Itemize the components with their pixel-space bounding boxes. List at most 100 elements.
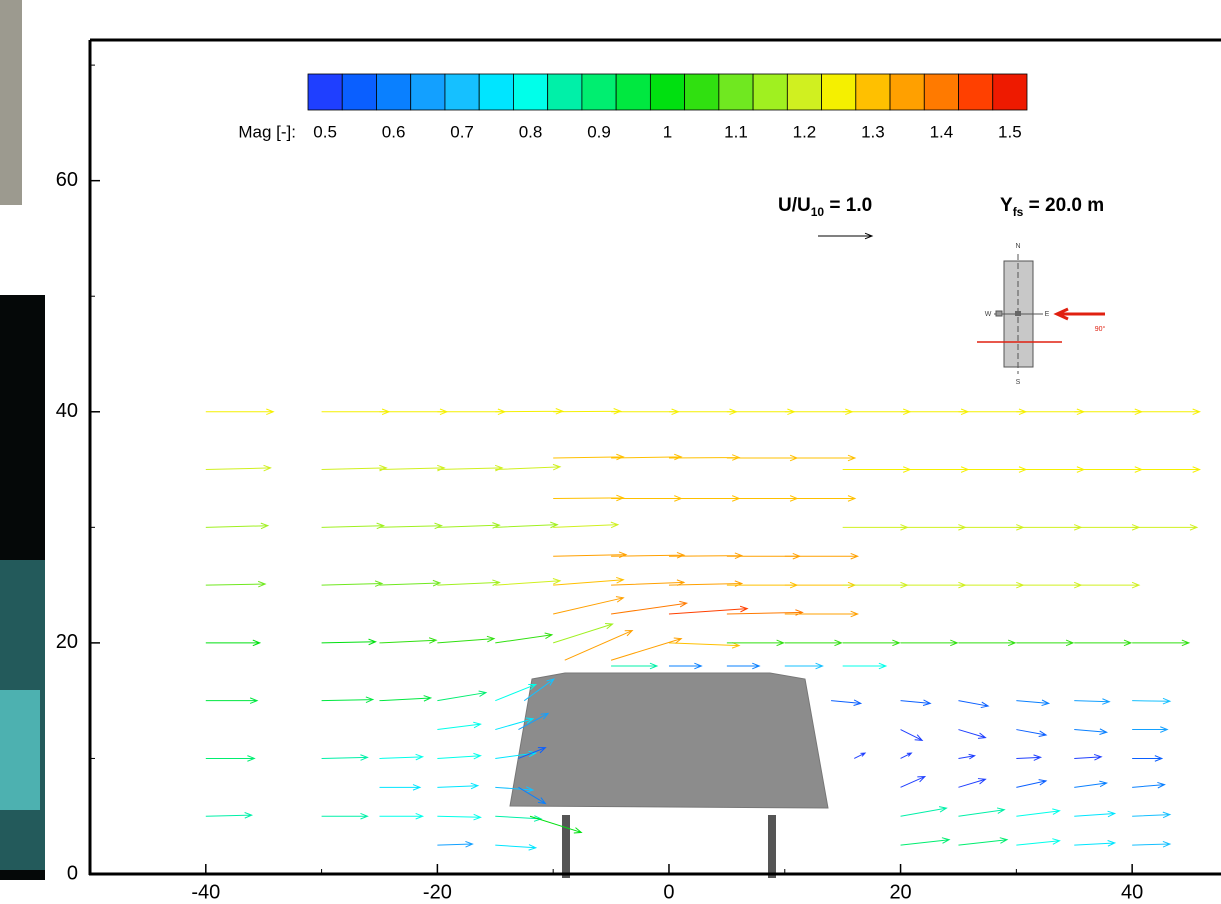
vector-arrow	[518, 786, 547, 805]
vector-arrow	[668, 605, 749, 615]
vector-arrow	[379, 695, 433, 702]
colorbar-segment	[958, 73, 994, 111]
x-tick-label: -40	[191, 881, 220, 903]
colorbar-segment	[341, 73, 377, 111]
inset-label: 90°	[1095, 325, 1106, 333]
vector-arrow	[518, 712, 550, 730]
vector-arrow	[900, 806, 948, 817]
vector-arrow	[1016, 779, 1048, 788]
vector-arrow	[205, 639, 262, 647]
vector-arrow	[1016, 838, 1061, 846]
reference-label-part: = 1.0	[824, 195, 872, 216]
vector-arrow	[205, 755, 256, 762]
vector-arrow	[437, 464, 504, 472]
building-leg	[562, 815, 570, 878]
vector-arrow	[321, 522, 386, 530]
vector-arrow	[1074, 408, 1144, 416]
inset-label: S	[1016, 379, 1021, 386]
orientation-inset: N W E S 90°	[977, 243, 1105, 386]
vector-arrow	[495, 632, 554, 644]
vector-arrow	[553, 596, 625, 615]
vector-arrow	[205, 408, 275, 416]
vector-arrow	[1074, 810, 1117, 818]
vector-arrow	[900, 408, 970, 416]
vector-arrow	[1074, 639, 1133, 647]
vector-arrow	[1074, 728, 1109, 735]
inset-label: E	[1045, 311, 1050, 318]
vector-arrow	[1132, 697, 1172, 705]
vector-arrow	[553, 521, 620, 529]
vector-arrow	[1132, 524, 1199, 531]
vector-arrow	[842, 524, 909, 531]
colorbar-tick-label: 1.3	[861, 122, 885, 141]
colorbar-tick-label: 0.5	[313, 122, 337, 141]
vector-arrow	[437, 635, 496, 644]
vector-arrow	[1132, 781, 1166, 789]
inset-block	[1015, 311, 1021, 316]
vector-arrow	[321, 638, 377, 646]
colorbar-segment	[581, 73, 617, 111]
vector-arrow	[958, 408, 1028, 416]
vector-arrow	[205, 812, 254, 819]
x-tick-label: -20	[423, 881, 452, 903]
vector-arrow	[1016, 524, 1083, 531]
vector-arrow	[1074, 698, 1111, 705]
reference-label: U/U10 = 1.0	[778, 195, 872, 219]
vector-arrow	[900, 775, 927, 788]
vector-arrow	[1074, 780, 1108, 788]
colorbar-tick-label: 0.6	[382, 122, 406, 141]
colorbar-segment	[513, 73, 549, 111]
vector-arrow	[321, 812, 369, 820]
vector-arrow	[958, 700, 990, 709]
vector-arrow	[958, 466, 1028, 473]
reference-arrow	[818, 232, 874, 240]
vector-arrow	[495, 717, 535, 731]
vector-arrow	[321, 464, 388, 472]
vector-arrow	[437, 408, 507, 416]
colorbar-segment	[752, 73, 788, 111]
elevation-label-part: Y	[1000, 195, 1013, 216]
vector-arrow	[379, 812, 425, 820]
vector-arrow	[958, 524, 1025, 531]
vector-arrow	[668, 642, 741, 649]
colorbar-tick-label: 0.9	[587, 122, 611, 141]
vector-arrow	[611, 600, 689, 615]
y-tick-label: 60	[56, 169, 78, 191]
vector-arrow	[495, 786, 535, 793]
vector-arrow	[495, 463, 562, 471]
building	[509, 672, 829, 809]
colorbar-segment	[684, 73, 720, 111]
vector-arrow	[1132, 466, 1201, 473]
vector-arrow	[1016, 754, 1043, 761]
vector-arrow	[437, 522, 501, 529]
x-tick-label: 0	[663, 881, 674, 903]
vector-arrow	[553, 453, 625, 461]
vector-arrow	[726, 639, 785, 647]
colorbar-tick-label: 1.2	[793, 122, 817, 141]
vector-arrow	[553, 408, 623, 415]
vector-arrow	[668, 408, 738, 416]
vector-arrow	[900, 524, 967, 531]
vector-arrow	[958, 753, 976, 760]
colorbar-segment	[786, 73, 822, 111]
colorbar-tick-label: 1.5	[998, 122, 1022, 141]
vector-arrow	[784, 495, 857, 502]
elevation-label: Yfs = 20.0 m	[1000, 195, 1104, 219]
vector-arrow	[611, 408, 680, 416]
background-photo	[0, 0, 22, 205]
reference-label-part: U/U	[778, 195, 811, 216]
vector-arrow	[437, 813, 482, 821]
colorbar-segment	[307, 73, 343, 111]
inset-block	[995, 310, 1003, 317]
y-tick-label: 20	[56, 631, 78, 653]
vector-arrow	[379, 579, 442, 587]
inset-label: W	[985, 311, 992, 318]
vector-arrow	[784, 408, 854, 416]
vector-arrow	[958, 639, 1017, 647]
vector-arrow	[379, 408, 449, 416]
vector-arrow	[495, 521, 559, 529]
vector-arrow	[854, 752, 867, 759]
vector-arrow	[437, 721, 482, 731]
vector-arrow	[1016, 639, 1075, 647]
vector-arrow	[611, 551, 686, 559]
